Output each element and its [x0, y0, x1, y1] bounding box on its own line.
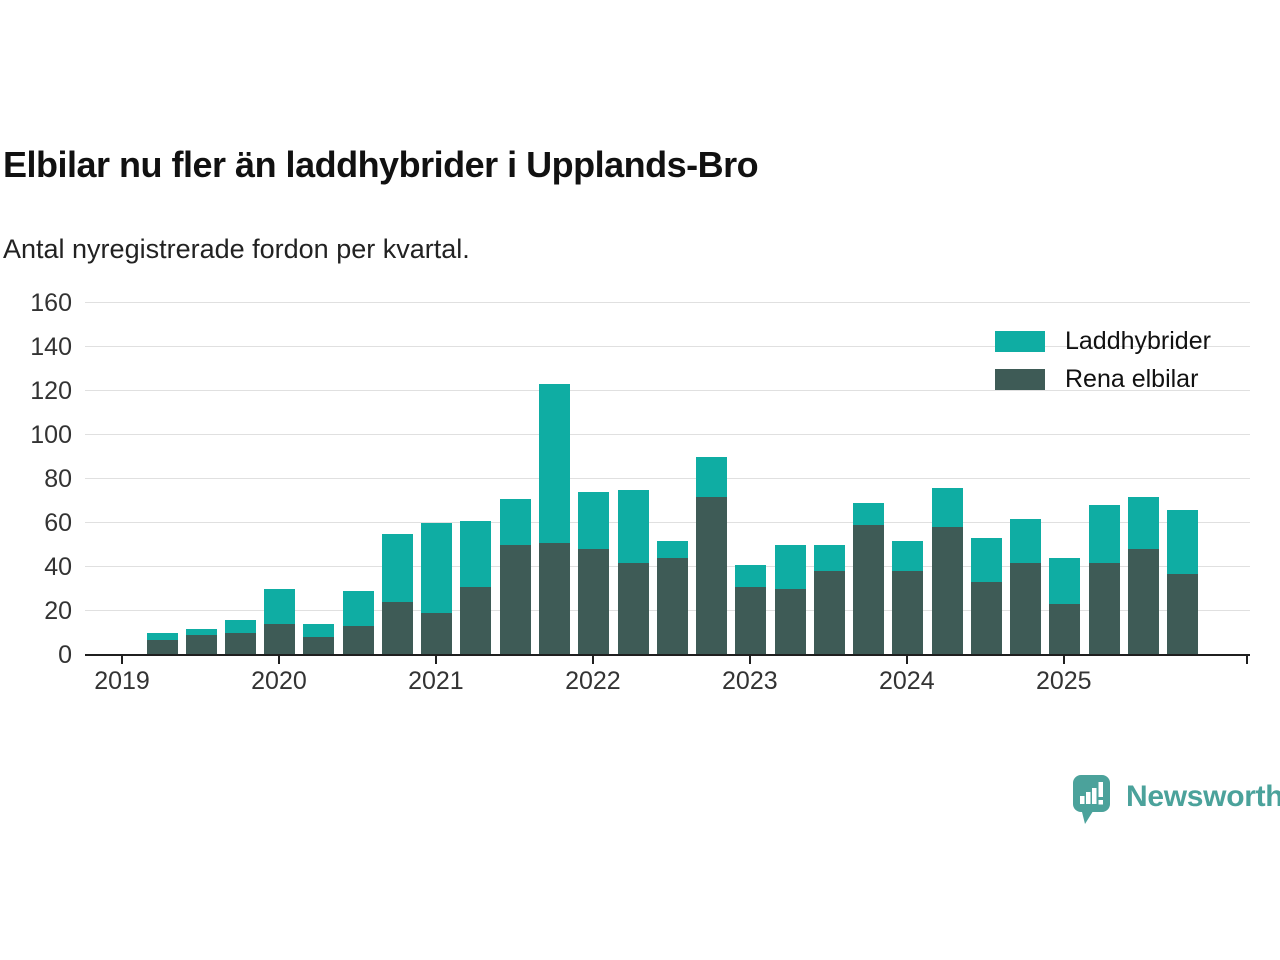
bar-segment-laddhybrider	[1049, 558, 1081, 605]
bar-segment-rena-elbilar	[538, 542, 570, 655]
x-axis-tick	[1062, 655, 1065, 664]
bar-segment-rena-elbilar	[774, 589, 806, 655]
bar-segment-laddhybrider	[381, 534, 413, 603]
gridline	[85, 522, 1250, 523]
bar-segment-rena-elbilar	[931, 527, 963, 655]
x-tick-label: 2020	[251, 667, 307, 695]
x-axis-tick	[905, 655, 908, 664]
newsworthy-bubble-icon	[1073, 775, 1110, 824]
bar-segment-rena-elbilar	[578, 549, 610, 655]
bar-segment-laddhybrider	[460, 520, 492, 587]
x-axis-end-tick	[1246, 655, 1248, 664]
gridline	[85, 434, 1250, 435]
bar-segment-laddhybrider	[813, 545, 845, 572]
bar-segment-rena-elbilar	[1088, 562, 1120, 655]
bar-segment-rena-elbilar	[656, 558, 688, 655]
bar-segment-laddhybrider	[578, 492, 610, 550]
bar-segment-rena-elbilar	[421, 613, 453, 655]
bar-segment-rena-elbilar	[185, 635, 217, 655]
bar-segment-laddhybrider	[1167, 509, 1198, 574]
bar-segment-laddhybrider	[735, 564, 767, 587]
y-tick-label: 120	[30, 377, 72, 405]
bar-segment-rena-elbilar	[735, 586, 767, 655]
legend-label: Laddhybrider	[1065, 327, 1211, 355]
y-tick-label: 0	[58, 641, 72, 669]
y-tick-label: 20	[44, 597, 72, 625]
bar-segment-rena-elbilar	[303, 637, 335, 655]
bar-segment-rena-elbilar	[1010, 562, 1041, 655]
bar-segment-rena-elbilar	[499, 545, 531, 655]
x-axis-tick	[121, 655, 123, 664]
legend-item-rena-elbilar: Rena elbilar	[995, 365, 1211, 393]
bar-segment-rena-elbilar	[1049, 604, 1081, 655]
bar-segment-rena-elbilar	[146, 639, 178, 655]
legend-item-laddhybrider: Laddhybrider	[995, 327, 1211, 355]
x-axis-line	[85, 654, 1250, 656]
bar-segment-laddhybrider	[853, 503, 884, 526]
y-tick-label: 160	[30, 289, 72, 317]
bar-segment-laddhybrider	[617, 490, 649, 563]
x-tick-label: 2025	[1035, 667, 1092, 695]
x-axis-tick	[591, 655, 594, 664]
bar-segment-rena-elbilar	[460, 586, 492, 655]
legend-label: Rena elbilar	[1065, 365, 1199, 393]
chart-plot-area	[85, 302, 1250, 656]
bar-segment-rena-elbilar	[617, 562, 649, 655]
bar-segment-rena-elbilar	[853, 525, 884, 655]
bar-segment-laddhybrider	[224, 619, 256, 633]
gridline	[85, 346, 1250, 347]
bar-segment-rena-elbilar	[224, 633, 256, 655]
bar-segment-rena-elbilar	[970, 582, 1002, 655]
x-axis-tick	[434, 655, 437, 664]
bar-segment-rena-elbilar	[342, 626, 374, 655]
y-tick-label: 140	[30, 333, 72, 361]
y-tick-label: 60	[44, 509, 72, 537]
bar-segment-rena-elbilar	[813, 571, 845, 655]
gridline	[85, 478, 1250, 479]
bar-segment-laddhybrider	[1088, 505, 1120, 563]
bar-segment-rena-elbilar	[381, 602, 413, 655]
x-axis-tick	[748, 655, 751, 664]
bar-segment-laddhybrider	[774, 545, 806, 589]
bar-segment-laddhybrider	[264, 589, 296, 625]
x-tick-label: 2024	[878, 667, 935, 695]
bar-segment-laddhybrider	[970, 538, 1002, 583]
chart-legend: Laddhybrider Rena elbilar	[995, 327, 1211, 407]
page-subtitle: Antal nyregistrerade fordon per kvartal.	[3, 234, 470, 264]
gridline	[85, 390, 1250, 391]
x-tick-label: 2019	[94, 667, 150, 695]
bar-segment-laddhybrider	[538, 384, 570, 543]
y-tick-label: 80	[44, 465, 72, 493]
y-tick-label: 100	[30, 421, 72, 449]
newsworthy-logo: Newsworthy	[1072, 774, 1280, 826]
bar-segment-laddhybrider	[499, 498, 531, 545]
bar-segment-laddhybrider	[185, 628, 217, 636]
page-title: Elbilar nu fler än laddhybrider i Upplan…	[3, 144, 759, 185]
x-tick-label: 2021	[408, 667, 464, 695]
bar-segment-laddhybrider	[1127, 496, 1159, 550]
bar-segment-rena-elbilar	[892, 571, 924, 655]
bar-segment-rena-elbilar	[1127, 549, 1159, 655]
bar-segment-laddhybrider	[696, 457, 727, 497]
x-tick-label: 2022	[565, 667, 621, 695]
legend-swatch-laddhybrider	[995, 331, 1045, 352]
bar-segment-laddhybrider	[892, 540, 924, 572]
newsworthy-wordmark: Newsworthy	[1126, 780, 1280, 813]
legend-swatch-rena-elbilar	[995, 369, 1045, 390]
bar-segment-laddhybrider	[421, 523, 453, 614]
gridline	[85, 302, 1250, 303]
y-tick-label: 40	[44, 553, 72, 581]
x-tick-label: 2023	[722, 667, 778, 695]
bar-segment-laddhybrider	[146, 633, 178, 640]
x-axis-tick	[277, 655, 280, 664]
bar-segment-laddhybrider	[303, 624, 335, 638]
bar-segment-laddhybrider	[342, 591, 374, 627]
bar-segment-laddhybrider	[931, 487, 963, 528]
bar-segment-laddhybrider	[1010, 518, 1041, 563]
bar-segment-laddhybrider	[656, 540, 688, 559]
bar-segment-rena-elbilar	[696, 496, 727, 655]
bar-segment-rena-elbilar	[1167, 573, 1198, 655]
bar-segment-rena-elbilar	[264, 624, 296, 655]
